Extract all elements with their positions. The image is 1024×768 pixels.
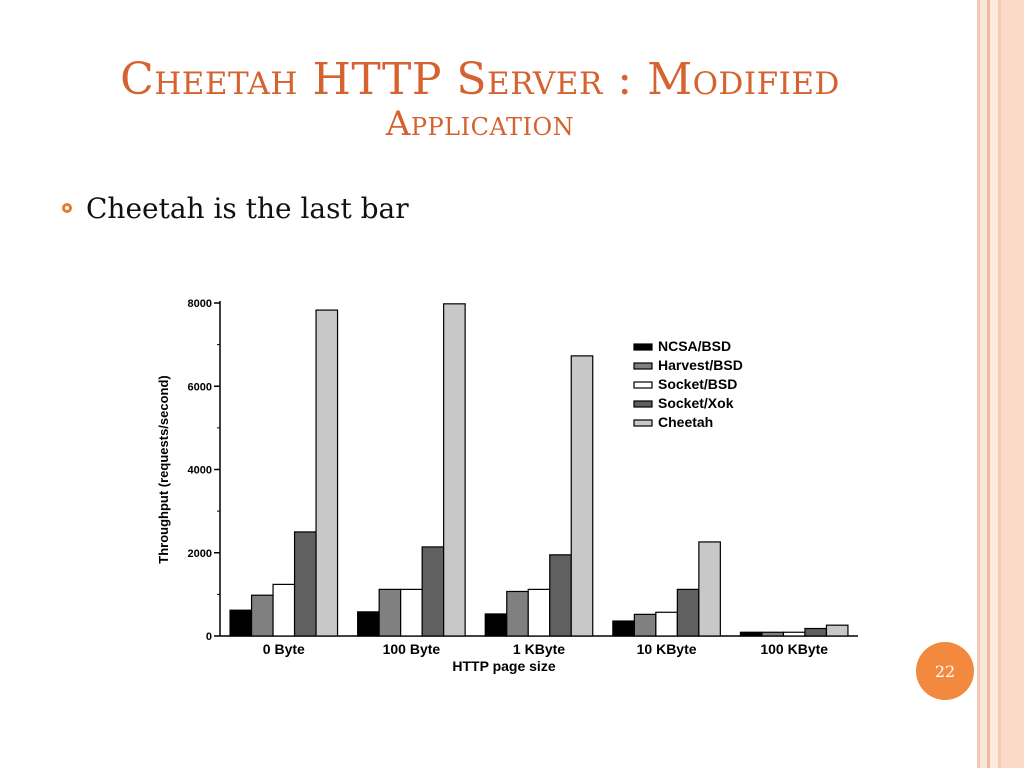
bar-harvest-bsd xyxy=(378,588,402,637)
bar-socket-xok xyxy=(549,554,572,637)
bar-socket-xok xyxy=(676,588,700,637)
bar-cheetah xyxy=(570,355,594,637)
side-stripe xyxy=(998,0,1001,768)
bar-harvest-bsd xyxy=(506,590,529,637)
slide-title-line1: Cheetah HTTP Server : Modified xyxy=(120,54,840,105)
legend-swatch xyxy=(633,419,653,427)
x-tick-label: 100 KByte xyxy=(760,641,828,657)
side-stripe xyxy=(977,0,980,768)
y-tick-label: 2000 xyxy=(188,548,212,560)
legend-swatch xyxy=(633,362,653,370)
x-tick-label: 0 Byte xyxy=(263,641,305,657)
bar-socket-bsd xyxy=(782,631,806,637)
page-number-badge: 22 xyxy=(916,642,974,700)
x-axis-label: HTTP page size xyxy=(452,658,555,674)
bar-socket-bsd xyxy=(527,588,551,637)
y-tick-label: 4000 xyxy=(188,465,212,477)
x-tick-label: 100 Byte xyxy=(383,641,441,657)
bar-socket-bsd xyxy=(400,588,423,637)
bullet-circle-icon xyxy=(62,203,72,213)
side-stripe xyxy=(1001,0,1024,768)
legend-label: Cheetah xyxy=(658,414,713,430)
y-tick-label: 0 xyxy=(206,631,212,643)
throughput-bar-chart: 0 2000 4000 6000 8000 0 Byte 100 Byte 1 KByte 10… xyxy=(156,298,858,674)
slide-title-line2: Application xyxy=(385,104,575,144)
y-tick-label: 8000 xyxy=(188,298,212,310)
bar-ncsa-bsd xyxy=(484,613,508,637)
bar-cheetah xyxy=(825,624,849,637)
bar-ncsa-bsd xyxy=(357,611,380,637)
bar-harvest-bsd xyxy=(250,594,274,637)
legend-label: Harvest/BSD xyxy=(658,357,743,373)
legend-label: NCSA/BSD xyxy=(658,338,731,354)
bar-socket-xok xyxy=(804,627,828,637)
bar-cheetah xyxy=(443,303,466,637)
bar-cheetah xyxy=(315,309,339,637)
bar-ncsa-bsd xyxy=(229,609,253,637)
bar-harvest-bsd xyxy=(761,631,785,637)
legend-label: Socket/Xok xyxy=(658,395,734,411)
bar-cheetah xyxy=(698,541,721,637)
slide-title: Cheetah HTTP Server : Modified Applicati… xyxy=(60,54,900,145)
x-tick-label: 1 KByte xyxy=(513,641,565,657)
bar-socket-xok xyxy=(421,546,445,637)
bar-ncsa-bsd xyxy=(739,631,763,637)
bar-harvest-bsd xyxy=(633,613,657,637)
y-tick-label: 6000 xyxy=(188,381,212,393)
legend-swatch xyxy=(633,400,653,408)
page-number: 22 xyxy=(934,661,956,681)
side-stripe xyxy=(980,0,987,768)
side-stripe xyxy=(987,0,990,768)
bar-socket-bsd xyxy=(655,611,678,637)
x-tick-label: 10 KByte xyxy=(637,641,697,657)
legend-label: Socket/BSD xyxy=(658,376,737,392)
y-axis-label: Throughput (requests/second) xyxy=(156,375,171,564)
bullet-item: Cheetah is the last bar xyxy=(62,188,409,228)
slide-background xyxy=(0,0,977,768)
bar-ncsa-bsd xyxy=(612,620,635,637)
legend-swatch xyxy=(633,381,653,389)
side-stripe xyxy=(990,0,998,768)
bullet-text: Cheetah is the last bar xyxy=(86,191,409,225)
bar-socket-bsd xyxy=(272,583,296,637)
legend-swatch xyxy=(633,343,653,351)
bar-socket-xok xyxy=(293,531,317,637)
